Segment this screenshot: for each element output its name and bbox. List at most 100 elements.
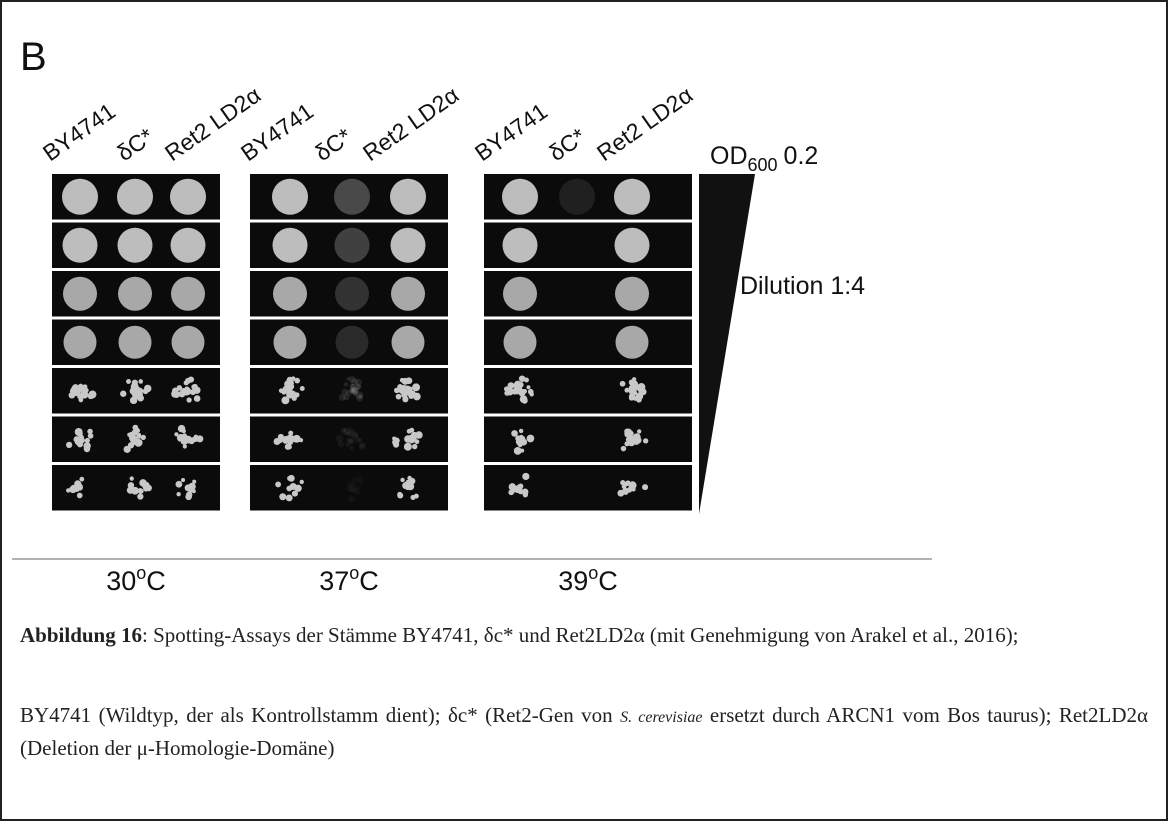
- colony: [629, 395, 634, 400]
- spot: [504, 326, 537, 359]
- colony: [407, 429, 412, 434]
- colony: [405, 485, 410, 490]
- colony: [413, 393, 421, 401]
- spot: [390, 179, 426, 215]
- colony: [516, 484, 521, 489]
- spot: [64, 326, 97, 359]
- colony: [288, 431, 293, 436]
- colony: [624, 430, 632, 438]
- legend-text: BY4741 (Wildtyp, der als Kontrollstamm d…: [20, 703, 620, 727]
- spot: [272, 179, 308, 215]
- colony: [281, 396, 289, 404]
- spot: [336, 326, 369, 359]
- temperature-unit: C: [359, 566, 379, 596]
- spot: [118, 277, 152, 311]
- colony: [143, 388, 149, 394]
- temperature: 30oC: [106, 563, 166, 596]
- colony: [402, 396, 408, 402]
- colony: [636, 397, 642, 403]
- temperature-unit: C: [598, 566, 618, 596]
- page: B OD6000.2 Dilution 1:4 BY4741δC*Ret2 LD…: [0, 0, 1168, 821]
- colony: [188, 483, 196, 491]
- colony: [77, 441, 82, 446]
- temperature-degree: o: [349, 563, 359, 583]
- colony: [66, 442, 72, 448]
- colony: [84, 446, 90, 452]
- strain-label: Ret2 LD2α: [592, 81, 697, 166]
- colony: [394, 388, 400, 394]
- colony: [620, 381, 626, 387]
- dilution-wedge: [699, 174, 755, 514]
- strain-label: δC*: [310, 123, 356, 166]
- colony: [286, 486, 292, 492]
- colony: [520, 449, 524, 453]
- colony: [348, 495, 355, 502]
- colony: [131, 487, 139, 495]
- spot: [615, 277, 649, 311]
- colony: [637, 429, 641, 433]
- colony: [412, 383, 420, 391]
- temperature: 37oC: [319, 563, 379, 596]
- spot: [171, 277, 205, 311]
- species: S. cerevisiae: [620, 709, 702, 726]
- strain-label: δC*: [544, 123, 590, 166]
- spot: [62, 179, 98, 215]
- colony: [624, 388, 629, 393]
- colony: [520, 395, 528, 403]
- colony: [346, 438, 351, 443]
- colony: [523, 492, 528, 497]
- colony: [412, 444, 417, 449]
- colony: [126, 379, 131, 384]
- spot: [274, 326, 307, 359]
- colony: [516, 388, 522, 394]
- colony: [528, 389, 534, 395]
- od-subscript: 600: [748, 155, 778, 175]
- colony: [356, 475, 363, 482]
- colony: [285, 382, 289, 386]
- temperature-degree: o: [588, 563, 598, 583]
- colony: [624, 482, 628, 486]
- strain-label: Ret2 LD2α: [358, 81, 463, 166]
- panels: BY4741δC*Ret2 LD2α30oCBY4741δC*Ret2 LD2α…: [38, 81, 697, 596]
- colony: [346, 377, 350, 381]
- colony: [403, 386, 409, 392]
- spot: [503, 228, 538, 263]
- caption-text: : Spotting-Assays der Stämme BY4741, δc*…: [142, 623, 1019, 647]
- colony: [72, 390, 77, 395]
- spot: [119, 326, 152, 359]
- spot: [335, 228, 370, 263]
- colony: [404, 443, 412, 451]
- spot: [118, 228, 153, 263]
- colony: [279, 493, 286, 500]
- temperature-number: 37: [319, 566, 349, 596]
- colony: [341, 428, 347, 434]
- colony: [89, 394, 94, 399]
- colony: [77, 482, 81, 486]
- colony: [138, 379, 143, 384]
- colony: [411, 432, 418, 439]
- temperature-number: 39: [558, 566, 588, 596]
- spot: [63, 277, 97, 311]
- colony: [641, 390, 646, 395]
- colony: [137, 493, 143, 499]
- colony: [629, 387, 637, 395]
- colony: [530, 435, 534, 439]
- colony: [286, 387, 292, 393]
- spot: [63, 228, 98, 263]
- colony: [130, 476, 134, 480]
- colony: [279, 388, 284, 393]
- colony: [516, 438, 524, 446]
- colony: [66, 488, 70, 492]
- colony: [526, 385, 530, 389]
- colony: [356, 485, 360, 489]
- colony: [194, 435, 199, 440]
- colony: [120, 391, 126, 397]
- strain-label: BY4741: [38, 98, 120, 166]
- colony: [189, 440, 193, 444]
- colony: [185, 378, 191, 384]
- colony: [351, 387, 359, 395]
- colony: [287, 476, 292, 481]
- colony: [642, 484, 648, 490]
- spot: [171, 228, 206, 263]
